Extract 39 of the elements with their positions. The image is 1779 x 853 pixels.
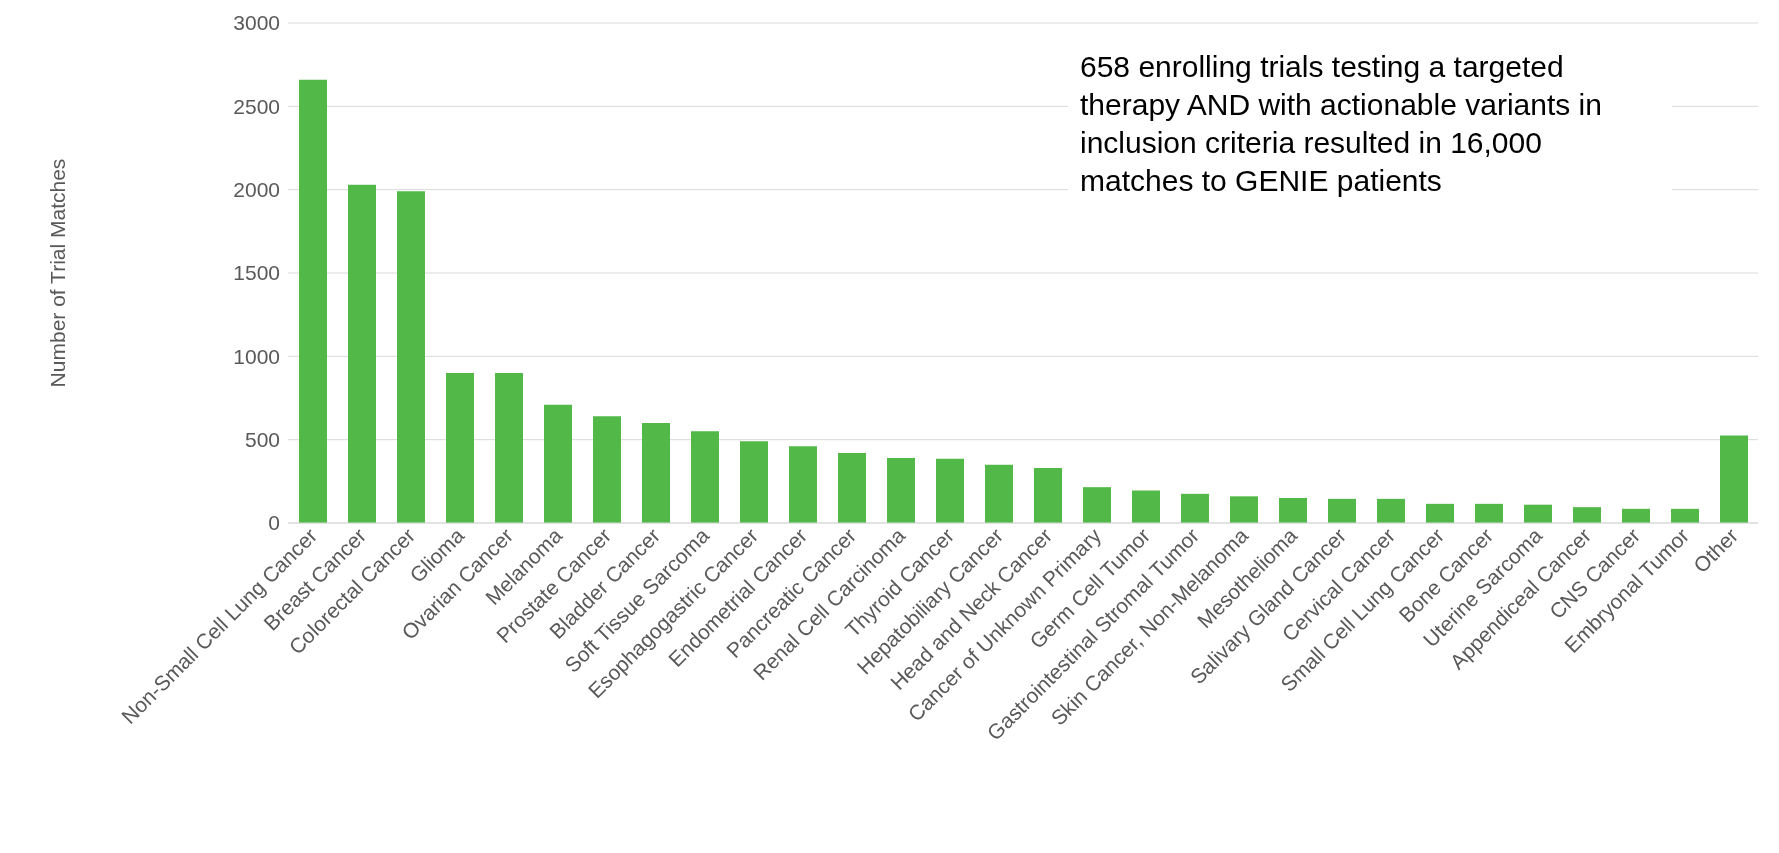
bar <box>985 464 1013 523</box>
bar <box>1524 504 1552 523</box>
bar <box>1720 435 1748 523</box>
y-axis-title: Number of Trial Matches <box>46 158 70 388</box>
bar <box>544 404 572 523</box>
bar <box>1573 507 1601 523</box>
bar <box>1034 468 1062 523</box>
bar <box>789 446 817 523</box>
bar <box>1230 496 1258 523</box>
annotation: 658 enrolling trials testing a targeted therapy AND with actionable variants in inclusion criteria resulted in 16,000 matches to GENIE patients <box>1068 48 1672 200</box>
bar <box>299 79 327 523</box>
y-tick-label: 0 <box>268 511 280 535</box>
bar <box>838 453 866 523</box>
bar <box>1328 498 1356 523</box>
bar <box>642 423 670 523</box>
y-tick-label: 2500 <box>233 94 280 118</box>
bar <box>1671 508 1699 523</box>
bar <box>691 431 719 523</box>
bar <box>1377 498 1405 523</box>
y-tick-label: 3000 <box>233 11 280 35</box>
bar <box>936 458 964 523</box>
bar <box>1475 503 1503 523</box>
bar <box>887 458 915 523</box>
y-tick-label: 500 <box>244 428 280 452</box>
y-tick-label: 1000 <box>233 344 280 368</box>
bar <box>1181 493 1209 523</box>
bar <box>1083 487 1111 523</box>
bar <box>1622 508 1650 523</box>
bar <box>593 416 621 523</box>
bar <box>495 373 523 523</box>
bar <box>1132 490 1160 523</box>
bar <box>740 441 768 523</box>
y-tick-label: 1500 <box>233 261 280 285</box>
bar <box>397 191 425 523</box>
bar <box>348 184 376 523</box>
y-tick-label: 2000 <box>233 178 280 202</box>
bar <box>1426 503 1454 523</box>
bar <box>1279 498 1307 523</box>
bar <box>446 373 474 523</box>
